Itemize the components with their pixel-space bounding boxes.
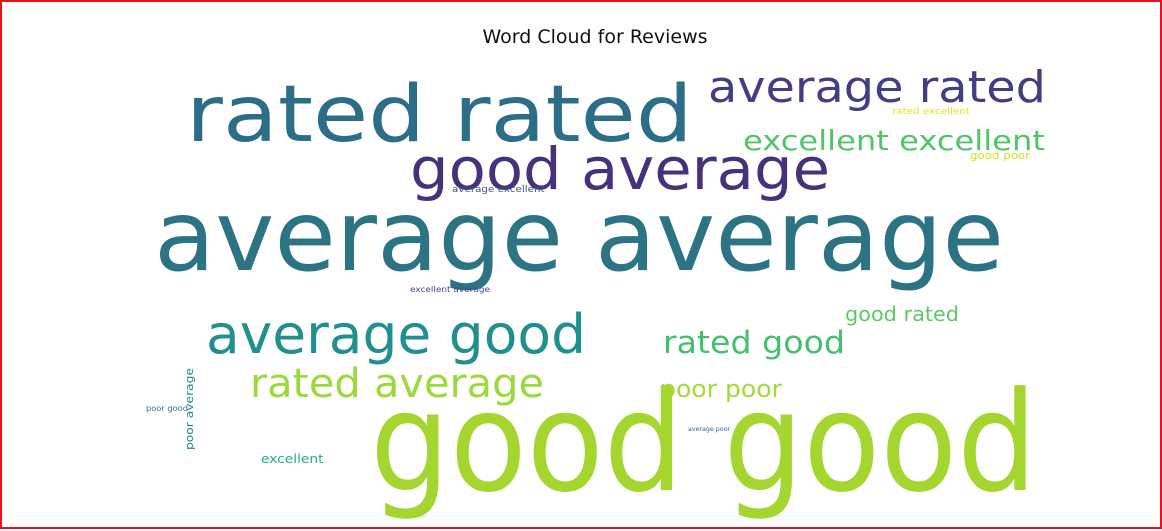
word-cloud-word: average excellent xyxy=(452,185,545,195)
chart-title: Word Cloud for Reviews xyxy=(482,26,708,48)
word-cloud-word: good rated xyxy=(845,302,959,326)
word-cloud-word: average good xyxy=(206,303,586,366)
word-cloud-word: excellent xyxy=(261,452,324,466)
word-cloud-word: excellent average xyxy=(410,285,490,294)
word-cloud-word: average poor xyxy=(688,426,730,433)
word-cloud-word: rated excellent xyxy=(892,107,970,117)
word-cloud-word: average rated xyxy=(708,62,1046,113)
word-cloud-word: poor poor xyxy=(660,375,782,403)
word-cloud-word: rated rated xyxy=(186,70,693,160)
word-cloud-word: good good xyxy=(370,362,1037,523)
word-cloud-word: average average xyxy=(154,180,1005,294)
word-cloud-word: good average xyxy=(410,135,830,203)
word-cloud-word: rated good xyxy=(663,325,845,361)
word-cloud-word: rated average xyxy=(250,361,544,407)
word-cloud-word: excellent excellent xyxy=(743,124,1045,157)
word-cloud-word: poor good xyxy=(146,404,188,413)
word-cloud-word: good poor xyxy=(970,149,1030,162)
